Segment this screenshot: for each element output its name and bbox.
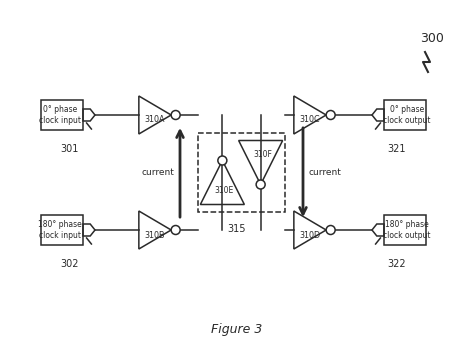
Text: 310A: 310A: [145, 116, 165, 125]
Circle shape: [326, 225, 335, 234]
Text: 302: 302: [61, 259, 79, 269]
Text: 310E: 310E: [215, 186, 234, 195]
Text: 310B: 310B: [145, 230, 165, 239]
Text: current: current: [141, 168, 174, 177]
Bar: [384, 215, 426, 245]
Text: 0° phase
clock input: 0° phase clock input: [39, 105, 81, 125]
Text: 310F: 310F: [253, 150, 272, 159]
Bar: [41, 100, 83, 130]
Text: 321: 321: [388, 144, 406, 154]
Bar: [384, 100, 426, 130]
Text: 315: 315: [227, 224, 246, 234]
Circle shape: [171, 225, 180, 234]
Text: 0° phase
clock output: 0° phase clock output: [383, 105, 431, 125]
Circle shape: [326, 111, 335, 120]
Bar: [41, 215, 83, 245]
Circle shape: [218, 156, 227, 165]
Circle shape: [171, 111, 180, 120]
Text: 301: 301: [61, 144, 79, 154]
Text: current: current: [309, 168, 342, 177]
Text: 300: 300: [420, 32, 444, 45]
Text: 310D: 310D: [300, 230, 320, 239]
Circle shape: [256, 180, 265, 189]
Text: 322: 322: [388, 259, 406, 269]
Text: 180° phase
clock input: 180° phase clock input: [38, 220, 82, 240]
Text: 310C: 310C: [300, 116, 320, 125]
Text: 180° phase
clock output: 180° phase clock output: [383, 220, 431, 240]
Text: Figure 3: Figure 3: [211, 323, 263, 336]
Bar: [198, 133, 285, 212]
